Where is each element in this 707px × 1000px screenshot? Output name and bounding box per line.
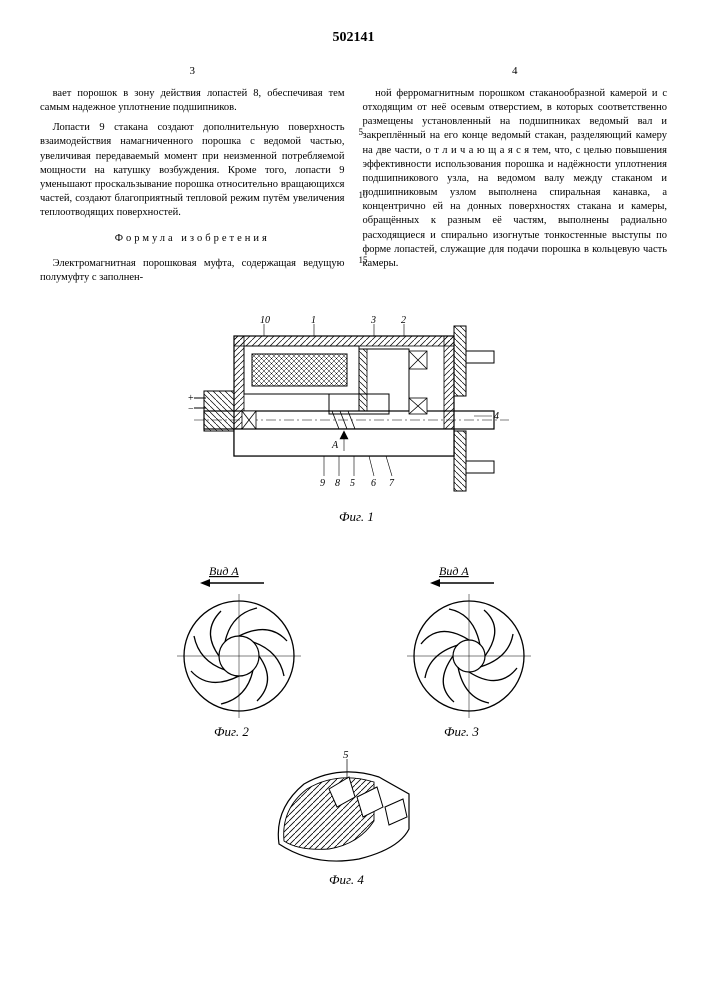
fig2-viewA: Вид А bbox=[209, 564, 239, 578]
callout-A: А bbox=[331, 440, 339, 451]
fig4-callout-5: 5 bbox=[343, 749, 349, 761]
fig3-label: Фиг. 3 bbox=[444, 724, 479, 739]
fig2-svg: Вид А bbox=[154, 561, 324, 741]
fig3-viewA: Вид А bbox=[439, 564, 469, 578]
callout-1: 1 bbox=[311, 316, 316, 326]
fig4-label: Фиг. 4 bbox=[329, 872, 364, 887]
text-columns: 3 вает порошок в зону действия лопастей … bbox=[40, 64, 667, 291]
callout-2: 2 bbox=[401, 316, 406, 326]
figure-4: 5 Фиг. 4 bbox=[40, 749, 667, 889]
fig-row-2-3: Вид А bbox=[40, 561, 667, 741]
figure-3: Вид А bbox=[384, 561, 554, 741]
left-column: 3 вает порошок в зону действия лопастей … bbox=[40, 64, 345, 291]
callout-9: 9 bbox=[320, 478, 325, 489]
callout-4: 4 bbox=[494, 411, 499, 422]
figure-1: + − bbox=[40, 316, 667, 546]
fig1-label: Фиг. 1 bbox=[339, 509, 374, 524]
svg-text:+: + bbox=[188, 393, 194, 404]
callout-3: 3 bbox=[370, 316, 376, 326]
left-paragraph-3: Электромагнитная порошковая муфта, содер… bbox=[40, 257, 345, 285]
fig1-svg: + − bbox=[174, 316, 534, 546]
right-paragraph-1: ной ферромагнитным порошком стаканообраз… bbox=[363, 87, 668, 271]
figures-block: + − bbox=[40, 316, 667, 889]
callout-7: 7 bbox=[389, 478, 395, 489]
right-col-number: 4 bbox=[363, 64, 668, 79]
page: 502141 3 вает порошок в зону действия ло… bbox=[0, 0, 707, 909]
fig2-label: Фиг. 2 bbox=[214, 724, 249, 739]
svg-text:−: − bbox=[188, 404, 194, 415]
callout-6: 6 bbox=[371, 478, 376, 489]
callout-8: 8 bbox=[335, 478, 340, 489]
claims-heading: Формула изобретения bbox=[40, 232, 345, 246]
left-paragraph-2: Лопасти 9 стакана создают дополнительную… bbox=[40, 121, 345, 220]
figure-2: Вид А bbox=[154, 561, 324, 741]
right-column: 4 ной ферромагнитным порошком стаканообр… bbox=[363, 64, 668, 291]
callout-5-b: 5 bbox=[350, 478, 355, 489]
fig4-svg: 5 Фиг. 4 bbox=[259, 749, 449, 889]
document-number: 502141 bbox=[40, 30, 667, 46]
left-col-number: 3 bbox=[40, 64, 345, 79]
callout-10: 10 bbox=[260, 316, 270, 326]
fig3-svg: Вид А bbox=[384, 561, 554, 741]
left-paragraph-1: вает порошок в зону действия лопастей 8,… bbox=[40, 87, 345, 115]
